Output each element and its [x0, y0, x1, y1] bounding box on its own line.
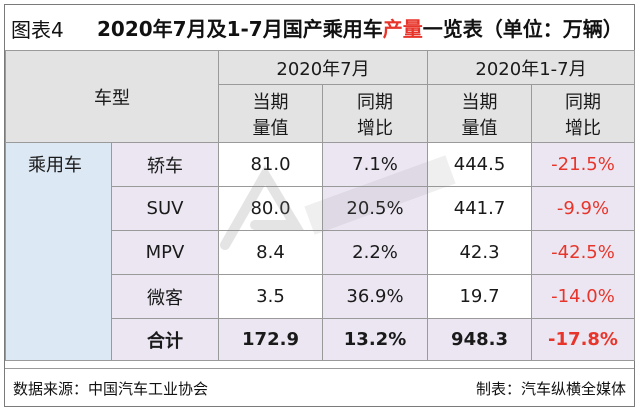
row-month-yoy: 20.5% [321, 186, 429, 231]
total-row: 合计 172.9 13.2% 948.3 -17.8% [6, 318, 636, 361]
row-month-yoy: 2.2% [321, 230, 429, 275]
row-type: MPV [111, 230, 219, 275]
row-ytd-value: 441.7 [427, 186, 533, 231]
table-row: SUV 80.0 20.5% 441.7 -9.9% [6, 186, 636, 231]
row-month-yoy: 7.1% [321, 142, 429, 187]
total-ytd-value: 948.3 [427, 318, 533, 361]
data-source: 数据来源：中国汽车工业协会 [13, 380, 209, 398]
title-highlight: 产量 [382, 17, 423, 41]
header-month-value: 当期 量值 [218, 84, 323, 143]
row-month-yoy: 36.9% [321, 274, 429, 319]
header-ytd-value: 当期 量值 [427, 84, 533, 143]
row-ytd-yoy: -42.5% [531, 230, 636, 275]
total-month-yoy: 13.2% [321, 318, 429, 361]
row-ytd-yoy: -21.5% [531, 142, 636, 187]
row-ytd-yoy: -9.9% [531, 186, 636, 231]
total-label: 合计 [111, 318, 219, 361]
table-row: 乘用车 轿车 81.0 7.1% 444.5 -21.5% [5, 142, 636, 361]
table-maker: 制表：汽车纵横全媒体 [475, 380, 626, 398]
table-frame: 图表4 2020年7月及1-7月国产乘用车产量一览表（单位：万辆） 车型 202… [4, 4, 636, 407]
header-ytd-yoy: 同期 增比 [531, 84, 636, 143]
row-month-value: 80.0 [218, 186, 323, 231]
header-period-ytd: 2020年1-7月 [427, 50, 636, 85]
row-ytd-value: 19.7 [427, 274, 533, 319]
figure-tag: 图表4 [11, 18, 64, 42]
row-type: SUV [111, 186, 219, 231]
page-title: 2020年7月及1-7月国产乘用车产量一览表（单位：万辆） [97, 13, 623, 42]
row-ytd-value: 444.5 [427, 142, 533, 187]
row-ytd-value: 42.3 [427, 230, 533, 275]
title-row: 图表4 2020年7月及1-7月国产乘用车产量一览表（单位：万辆） [5, 5, 634, 49]
row-ytd-yoy: -14.0% [531, 274, 636, 319]
table-row: 微客 3.5 36.9% 19.7 -14.0% [6, 274, 636, 319]
production-table: 车型 2020年7月 2020年1-7月 当期 量值 同期 增比 当期 量值 同期 增比… [5, 50, 636, 361]
table-row: MPV 8.4 2.2% 42.3 -42.5% [6, 230, 636, 275]
row-month-value: 81.0 [218, 142, 323, 187]
header-month-yoy: 同期 增比 [321, 84, 429, 143]
row-type: 微客 [111, 274, 219, 319]
title-prefix: 2020年7月及1-7月国产乘用车 [97, 17, 383, 41]
row-month-value: 8.4 [218, 230, 323, 275]
category-cell: 乘用车 [5, 142, 112, 361]
row-type: 轿车 [111, 142, 219, 187]
title-suffix: 一览表（单位：万辆） [422, 17, 623, 41]
row-month-value: 3.5 [218, 274, 323, 319]
header-period-month: 2020年7月 [217, 50, 429, 85]
footer: 数据来源：中国汽车工业协会 制表：汽车纵横全媒体 [5, 368, 634, 407]
total-ytd-yoy: -17.8% [531, 318, 636, 361]
header-vehicle-type: 车型 [5, 50, 219, 143]
total-month-value: 172.9 [218, 318, 323, 361]
